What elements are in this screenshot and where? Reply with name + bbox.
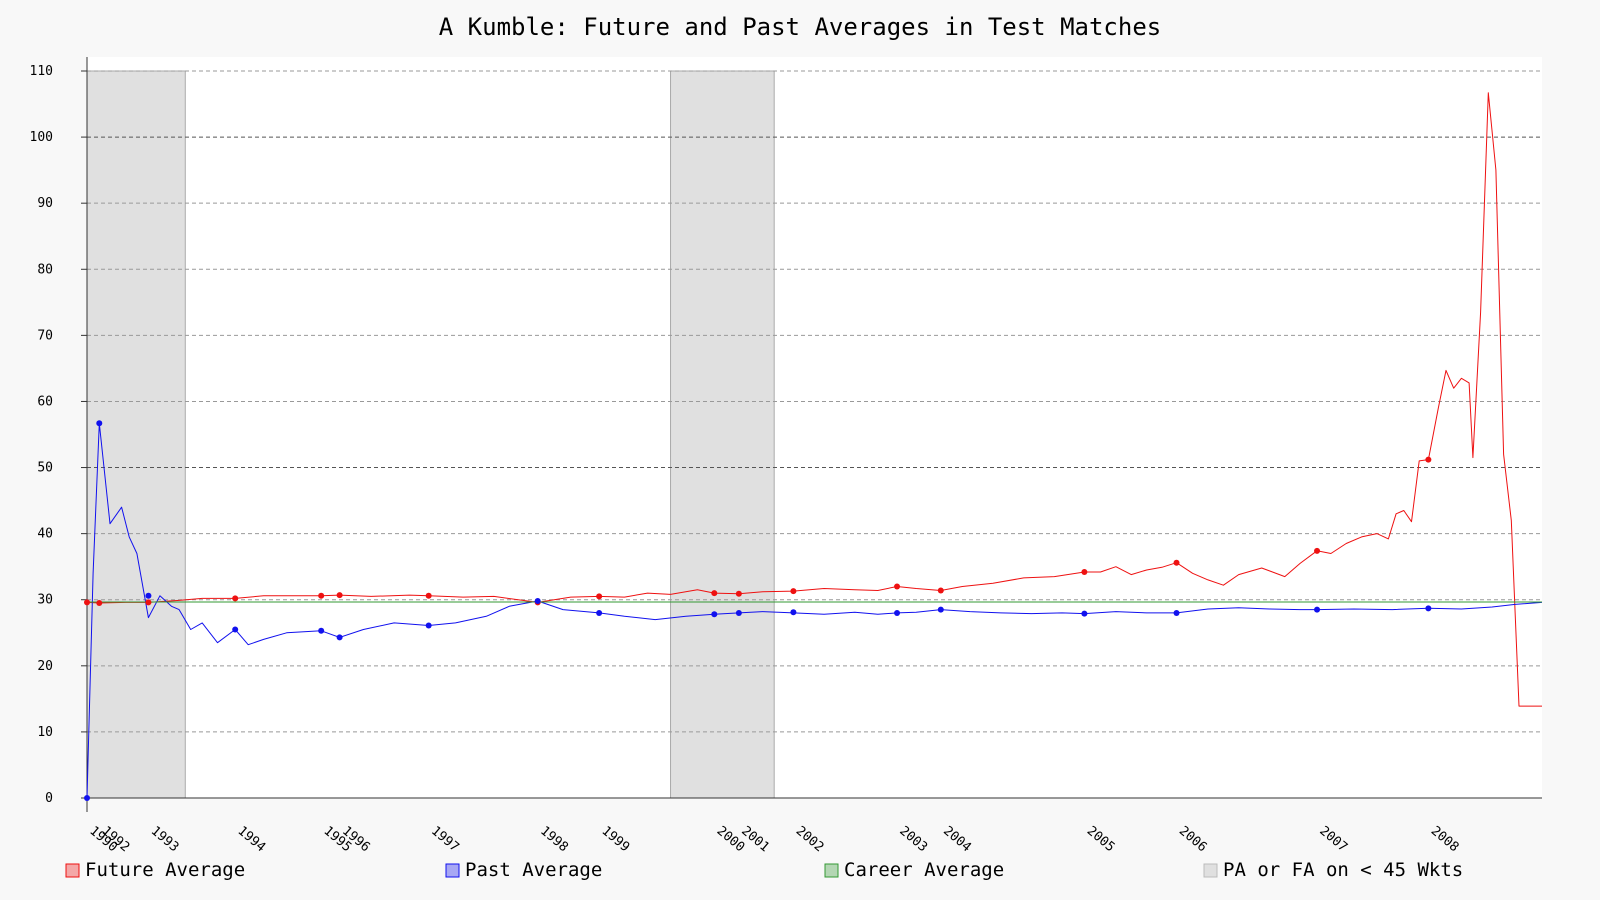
y-tick-label: 110 (30, 64, 53, 79)
legend-label-past: Past Average (465, 859, 602, 881)
future-average-marker (425, 592, 432, 599)
past-average-marker (318, 627, 325, 634)
y-tick-label: 20 (37, 659, 53, 674)
y-tick-label: 90 (37, 196, 53, 211)
shaded-region (86, 70, 186, 799)
past-average-marker (232, 626, 239, 633)
future-average-marker (1314, 547, 1321, 554)
future-average-marker (96, 600, 103, 607)
legend-swatch-future (65, 863, 80, 878)
past-average-marker (534, 598, 541, 605)
y-tick-label: 50 (37, 461, 53, 476)
future-average-marker (1173, 559, 1180, 566)
future-average-marker (790, 588, 797, 595)
past-average-marker (735, 609, 742, 616)
future-average-marker (84, 599, 90, 606)
past-average-marker (894, 609, 901, 616)
legend-label-career: Career Average (844, 859, 1004, 881)
y-tick-label: 100 (30, 130, 53, 145)
y-tick-label: 60 (37, 394, 53, 409)
plot-background (87, 57, 1542, 798)
past-average-marker (425, 622, 432, 629)
future-average-marker (735, 590, 742, 597)
past-average-marker (145, 592, 152, 599)
future-average-marker (937, 587, 944, 594)
future-average-marker (894, 583, 901, 590)
past-average-marker (1173, 609, 1180, 616)
past-average-marker (96, 420, 103, 427)
future-average-marker (145, 599, 152, 606)
future-average-marker (1425, 456, 1432, 463)
past-average-marker (711, 611, 718, 618)
y-tick-label: 70 (37, 328, 53, 343)
chart-title: A Kumble: Future and Past Averages in Te… (439, 13, 1161, 41)
future-average-marker (336, 592, 343, 599)
future-average-marker (711, 590, 718, 597)
future-average-line (86, 92, 1542, 707)
y-tick-label: 0 (45, 791, 53, 806)
legend-swatch-past (445, 863, 460, 878)
past-average-line (86, 422, 1543, 799)
future-average-marker (596, 593, 603, 600)
past-average-marker (84, 795, 90, 801)
shaded-region (670, 70, 775, 799)
legend-label-shade: PA or FA on < 45 Wkts (1223, 859, 1463, 881)
future-average-marker (318, 592, 325, 599)
y-tick-label: 80 (37, 262, 53, 277)
past-average-marker (1314, 606, 1321, 613)
past-average-marker (336, 634, 343, 641)
y-tick-label: 40 (37, 527, 53, 542)
legend-swatch-shade (1203, 863, 1218, 878)
past-average-marker (790, 609, 797, 616)
legend-label-future: Future Average (85, 859, 245, 881)
past-average-marker (596, 609, 603, 616)
past-average-marker (1081, 610, 1088, 617)
future-average-marker (1081, 568, 1088, 575)
y-tick-label: 10 (37, 725, 53, 740)
past-average-marker (937, 606, 944, 613)
legend-swatch-career (824, 863, 839, 878)
future-average-marker (232, 595, 239, 602)
y-tick-label: 30 (37, 593, 53, 608)
past-average-marker (1425, 605, 1432, 612)
